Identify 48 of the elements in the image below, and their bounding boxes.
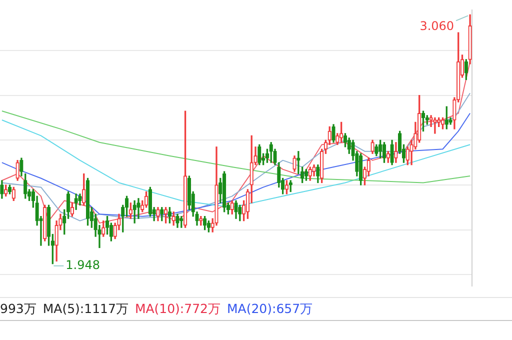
- candlestick: [370, 140, 374, 154]
- candlestick: [374, 144, 378, 156]
- candlestick: [308, 166, 312, 181]
- candlestick: [222, 171, 226, 212]
- candlestick: [394, 142, 398, 163]
- candlestick: [218, 178, 222, 204]
- candlestick: [176, 214, 180, 228]
- candlestick: [258, 144, 262, 166]
- candlestick: [437, 117, 441, 128]
- text: MA(5):1117万: [42, 300, 129, 318]
- text: MA(10):772万: [134, 300, 222, 318]
- candlestick: [102, 220, 106, 237]
- candlestick: [0, 180, 4, 199]
- candlestick: [74, 194, 78, 210]
- candlestick: [43, 204, 47, 242]
- annotation: 1.948: [66, 258, 100, 272]
- candlestick: [440, 117, 445, 130]
- candlestick: [444, 106, 448, 130]
- candlestick: [382, 142, 386, 163]
- candlestick: [156, 207, 160, 222]
- candlestick: [16, 160, 20, 181]
- annotation: 3.060: [420, 18, 454, 33]
- candlestick: [183, 110, 188, 228]
- candlestick: [148, 186, 152, 217]
- candlestick: [132, 200, 136, 224]
- candlestick: [358, 153, 363, 186]
- candlestick: [468, 14, 472, 64]
- candlestick: [304, 168, 308, 181]
- candlestick: [4, 184, 8, 197]
- candlestick: [448, 117, 452, 125]
- text: MA(20):657万: [227, 300, 314, 318]
- candlestick: [332, 124, 336, 143]
- candlestick: [292, 156, 296, 172]
- candlestick: [288, 180, 292, 192]
- text: 993万: [0, 300, 37, 318]
- candlestick: [206, 220, 211, 232]
- candlestick: [86, 178, 90, 226]
- candlestick: [433, 117, 437, 134]
- candlestick: [390, 140, 394, 166]
- candlestick: [24, 173, 28, 199]
- candlestick: [82, 173, 86, 206]
- candlestick: [20, 158, 24, 176]
- candlestick: [316, 164, 320, 184]
- candlestick: [234, 200, 238, 219]
- candlestick: [70, 202, 74, 217]
- candlestick: [230, 200, 234, 214]
- candlestick: [464, 59, 468, 80]
- candlestick: [284, 180, 289, 194]
